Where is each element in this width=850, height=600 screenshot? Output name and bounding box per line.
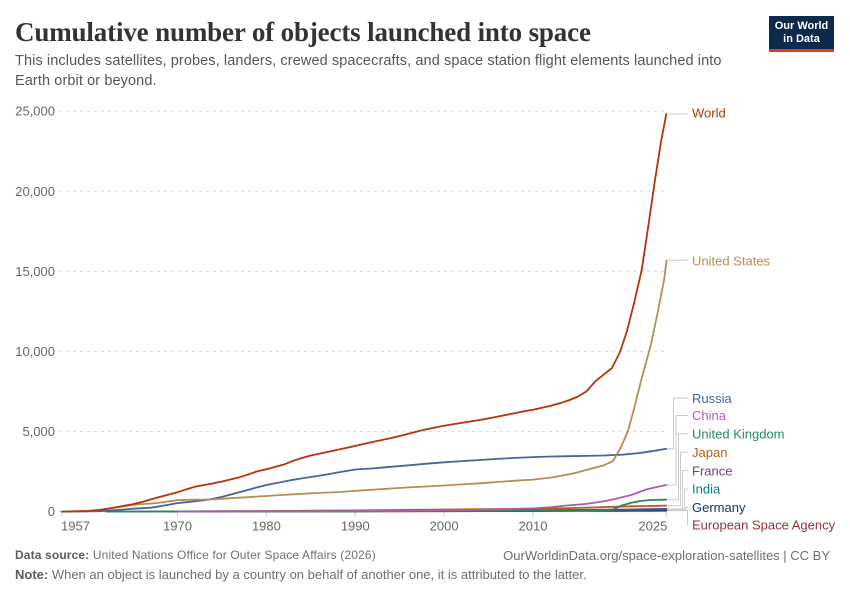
svg-text:India: India	[692, 482, 721, 497]
svg-text:France: France	[692, 463, 732, 478]
svg-text:Russia: Russia	[692, 391, 733, 406]
svg-text:15,000: 15,000	[15, 264, 55, 279]
svg-text:2000: 2000	[430, 519, 459, 534]
svg-text:1957: 1957	[61, 519, 90, 534]
svg-text:1990: 1990	[341, 519, 370, 534]
svg-text:20,000: 20,000	[15, 184, 55, 199]
svg-text:5,000: 5,000	[22, 424, 55, 439]
svg-text:China: China	[692, 408, 727, 423]
svg-text:1980: 1980	[252, 519, 281, 534]
svg-text:Japan: Japan	[692, 445, 727, 460]
svg-text:25,000: 25,000	[15, 104, 55, 119]
svg-text:European Space Agency: European Space Agency	[692, 518, 836, 533]
svg-text:2025: 2025	[638, 519, 667, 534]
svg-text:Germany: Germany	[692, 500, 746, 515]
svg-text:World: World	[692, 105, 726, 120]
svg-text:United States: United States	[692, 254, 771, 269]
svg-text:1970: 1970	[163, 519, 192, 534]
svg-text:2010: 2010	[519, 519, 548, 534]
svg-text:0: 0	[48, 504, 55, 519]
svg-text:United Kingdom: United Kingdom	[692, 427, 785, 442]
svg-text:10,000: 10,000	[15, 344, 55, 359]
